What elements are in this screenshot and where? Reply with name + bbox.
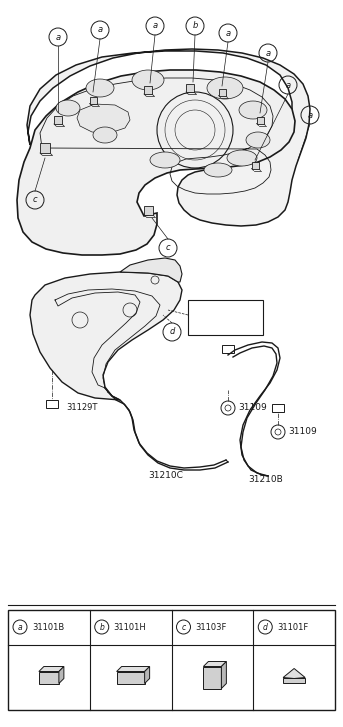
Bar bbox=[8, 610, 335, 710]
Text: 31109: 31109 bbox=[238, 403, 267, 412]
Ellipse shape bbox=[150, 152, 180, 168]
Polygon shape bbox=[17, 70, 295, 255]
Polygon shape bbox=[203, 667, 221, 688]
Ellipse shape bbox=[86, 79, 114, 97]
Text: c: c bbox=[33, 196, 37, 204]
Text: c: c bbox=[181, 622, 186, 632]
Text: a: a bbox=[307, 111, 312, 119]
Ellipse shape bbox=[246, 132, 270, 148]
Text: a: a bbox=[285, 81, 291, 89]
Polygon shape bbox=[143, 206, 153, 214]
Ellipse shape bbox=[227, 150, 257, 166]
Ellipse shape bbox=[93, 127, 117, 143]
Polygon shape bbox=[120, 258, 182, 282]
Polygon shape bbox=[90, 97, 96, 103]
Polygon shape bbox=[59, 667, 64, 683]
Ellipse shape bbox=[56, 100, 80, 116]
Text: c: c bbox=[166, 244, 170, 252]
Text: a: a bbox=[152, 22, 157, 31]
Polygon shape bbox=[27, 49, 310, 226]
Text: 31101H: 31101H bbox=[114, 622, 146, 632]
Ellipse shape bbox=[239, 101, 267, 119]
Polygon shape bbox=[117, 667, 150, 672]
Bar bbox=[222, 345, 234, 353]
Polygon shape bbox=[54, 116, 62, 124]
Ellipse shape bbox=[207, 77, 243, 99]
Polygon shape bbox=[77, 104, 130, 133]
Text: a: a bbox=[225, 28, 230, 38]
Ellipse shape bbox=[132, 70, 164, 90]
Polygon shape bbox=[283, 669, 305, 678]
Polygon shape bbox=[186, 84, 194, 92]
Bar bbox=[188, 300, 263, 335]
Text: 31129T: 31129T bbox=[66, 403, 97, 411]
Text: a: a bbox=[18, 622, 22, 632]
Text: b: b bbox=[99, 622, 104, 632]
Polygon shape bbox=[117, 672, 145, 683]
Text: 31210C: 31210C bbox=[148, 472, 183, 481]
Text: 31101F: 31101F bbox=[277, 622, 308, 632]
Text: 31101B: 31101B bbox=[32, 622, 64, 632]
Bar bbox=[46, 400, 58, 408]
Text: 31109: 31109 bbox=[288, 427, 317, 436]
Polygon shape bbox=[283, 678, 305, 683]
Text: a: a bbox=[265, 49, 271, 57]
Text: b: b bbox=[192, 22, 198, 31]
Bar bbox=[272, 404, 284, 412]
Ellipse shape bbox=[204, 163, 232, 177]
Text: a: a bbox=[56, 33, 61, 41]
Polygon shape bbox=[251, 161, 259, 169]
Text: a: a bbox=[97, 25, 103, 34]
Polygon shape bbox=[39, 672, 59, 683]
Polygon shape bbox=[39, 667, 64, 672]
Polygon shape bbox=[30, 272, 182, 400]
Text: 31210B: 31210B bbox=[248, 475, 283, 484]
Text: d: d bbox=[263, 622, 268, 632]
Polygon shape bbox=[218, 89, 225, 95]
Polygon shape bbox=[257, 116, 263, 124]
Polygon shape bbox=[144, 86, 152, 94]
Text: 31103F: 31103F bbox=[196, 622, 227, 632]
Text: d: d bbox=[169, 327, 175, 337]
Text: 31220B: 31220B bbox=[193, 313, 228, 323]
Polygon shape bbox=[221, 662, 226, 688]
Polygon shape bbox=[40, 143, 50, 153]
Polygon shape bbox=[203, 662, 226, 667]
Polygon shape bbox=[145, 667, 150, 683]
